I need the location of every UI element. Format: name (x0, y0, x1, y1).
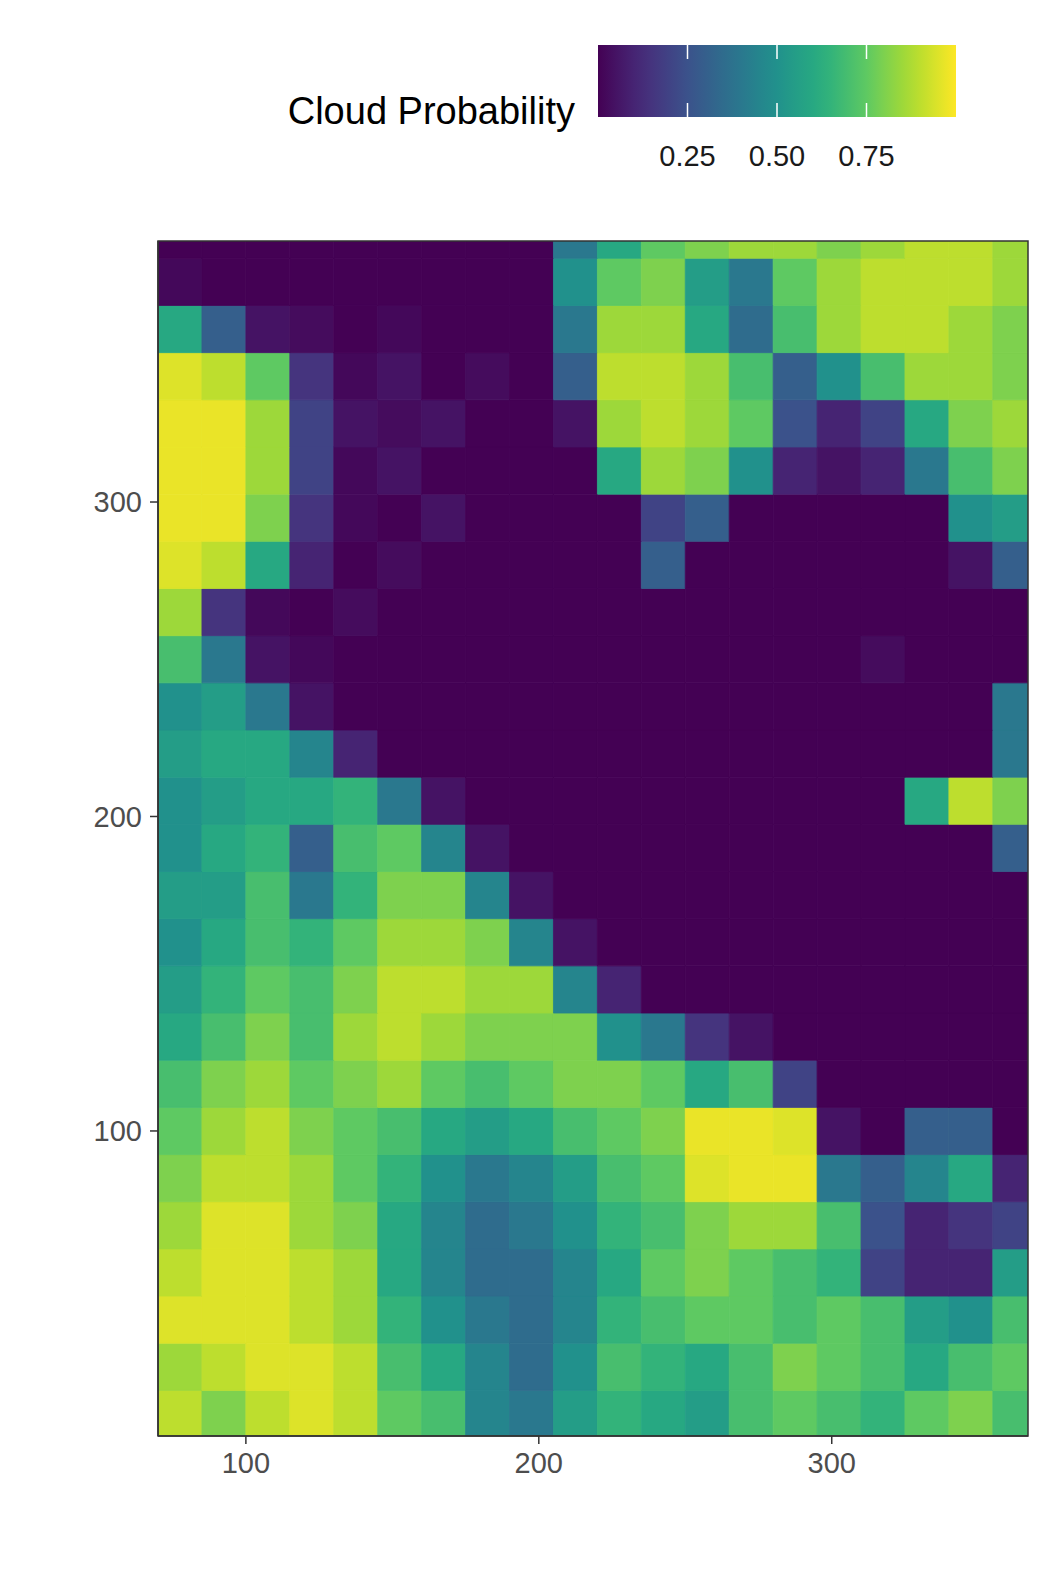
svg-text:300: 300 (808, 1447, 856, 1479)
svg-text:100: 100 (94, 1115, 142, 1147)
svg-text:200: 200 (94, 801, 142, 833)
svg-text:0.75: 0.75 (838, 140, 894, 172)
svg-text:0.50: 0.50 (749, 140, 805, 172)
svg-text:Cloud Probability: Cloud Probability (288, 90, 575, 132)
svg-text:200: 200 (515, 1447, 563, 1479)
svg-text:100: 100 (222, 1447, 270, 1479)
svg-text:300: 300 (94, 486, 142, 518)
svg-text:0.25: 0.25 (659, 140, 715, 172)
